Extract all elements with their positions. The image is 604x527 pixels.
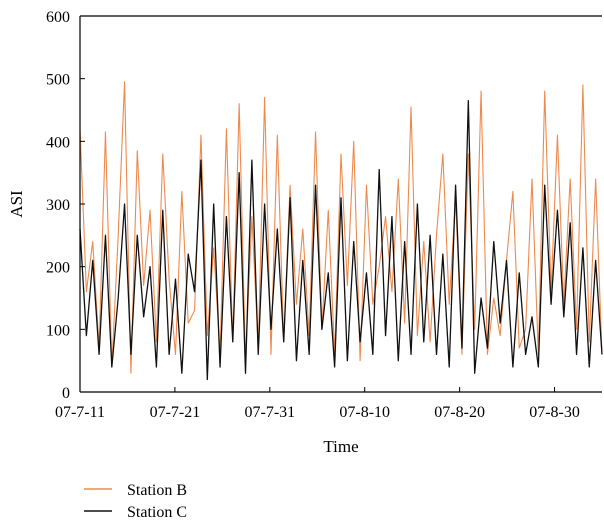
- y-tick-label: 400: [46, 134, 70, 151]
- x-tick-label: 07-7-31: [244, 404, 295, 421]
- x-tick-label: 07-8-20: [434, 404, 485, 421]
- y-tick-label: 200: [46, 260, 70, 277]
- y-axis-label: ASI: [7, 190, 26, 218]
- y-tick-label: 300: [46, 197, 70, 214]
- x-axis-label: Time: [323, 437, 358, 456]
- series-line-station-c: [79, 99, 603, 381]
- y-tick-label: 100: [46, 322, 70, 339]
- y-tick-label: 600: [46, 9, 70, 26]
- y-tick-label: 0: [62, 385, 70, 402]
- x-tick-label: 07-8-30: [529, 404, 580, 421]
- legend-label: Station C: [127, 504, 187, 521]
- legend: Station B Station C: [84, 482, 187, 521]
- series-line-station-b: [79, 81, 603, 374]
- x-tick-label: 07-7-11: [55, 404, 105, 421]
- legend-label: Station B: [127, 482, 187, 499]
- y-tick-label: 500: [46, 72, 70, 89]
- x-tick-label: 07-7-21: [150, 404, 201, 421]
- x-tick-label: 07-8-10: [339, 404, 390, 421]
